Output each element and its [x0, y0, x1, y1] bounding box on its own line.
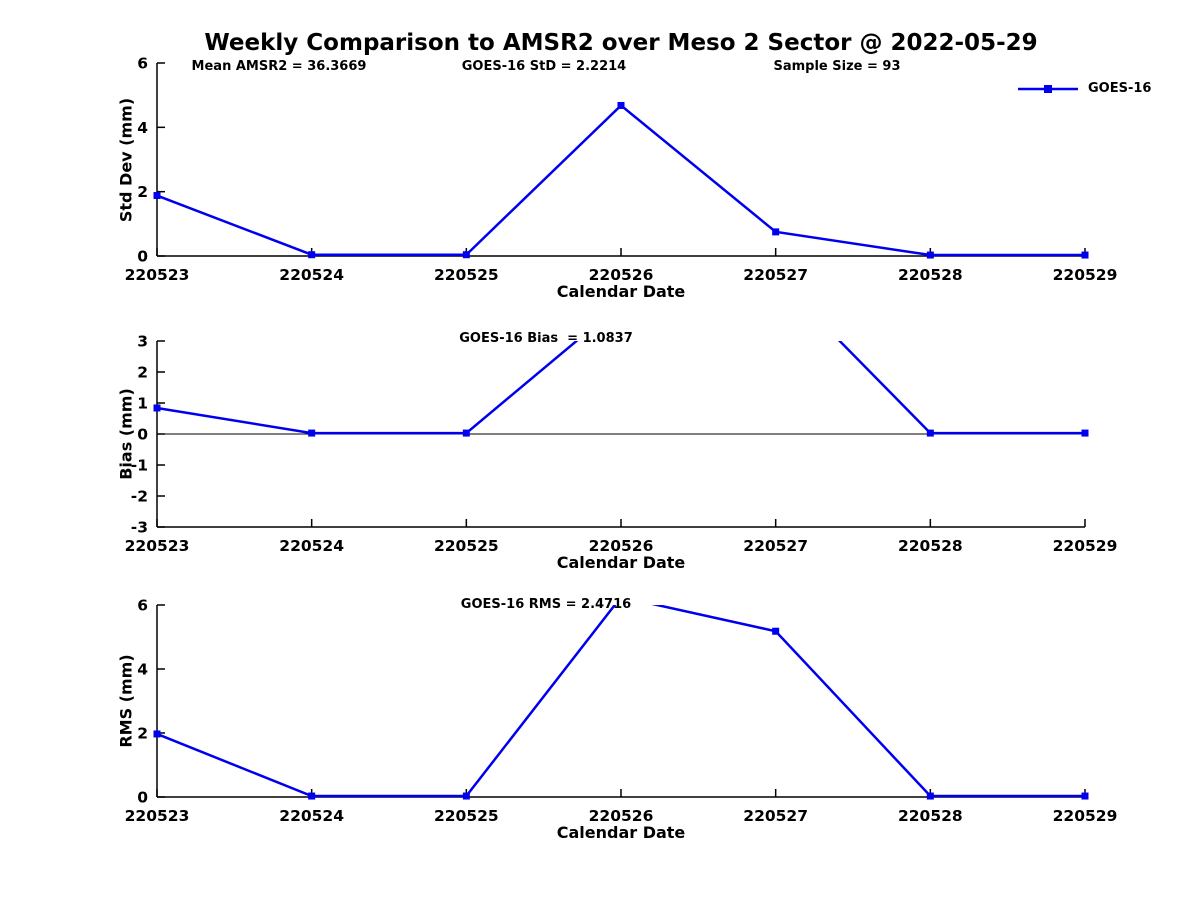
x-tick-label: 220528: [898, 807, 963, 825]
y-axis-label-rms: RMS (mm): [116, 654, 136, 748]
x-tick-label: 220527: [743, 537, 808, 555]
x-tick-label: 220524: [279, 266, 344, 284]
y-tick-label: 0: [137, 426, 148, 444]
data-point-marker: [462, 429, 470, 437]
x-tick-label: 220524: [279, 537, 344, 555]
data-point-marker: [153, 192, 161, 200]
x-tick-label: 220523: [125, 807, 190, 825]
series-goes-16: [153, 605, 1089, 800]
data-point-marker: [462, 792, 470, 800]
y-tick-label: 4: [137, 119, 148, 137]
data-point-marker: [308, 792, 316, 800]
chart-rms: 220523 220524 220525 220526 220527 220528 2205…: [125, 597, 1118, 826]
data-point-marker: [1081, 251, 1089, 259]
y-tick-label: 4: [137, 661, 148, 679]
annotation-mean-amsr2: Mean AMSR2 = 36.3669: [191, 59, 367, 74]
data-point-marker: [1081, 792, 1089, 800]
data-point-marker: [618, 300, 625, 307]
y-tick-label: 6: [137, 55, 148, 73]
series-line: [156, 103, 1085, 257]
page-title: Weekly Comparison to AMSR2 over Meso 2 S…: [204, 30, 1038, 56]
legend: GOES-16: [1016, 81, 1151, 96]
x-tick-label: 220525: [434, 266, 499, 284]
data-point-marker: [1081, 429, 1089, 437]
x-tick-label: 220528: [898, 266, 963, 284]
annotation-goes16-std: GOES-16 StD = 2.2214: [461, 59, 627, 74]
x-tick-label: 220523: [125, 537, 190, 555]
y-tick-label: 6: [137, 597, 148, 615]
data-point-marker: [308, 429, 316, 437]
chart-std-dev: 220523 220524 220525 220526 220527 220528 2205…: [125, 55, 1118, 285]
y-tick-label: 2: [137, 183, 148, 201]
x-axis-label-rms: Calendar Date: [556, 823, 686, 842]
x-axis-label-stddev: Calendar Date: [556, 282, 686, 301]
x-tick-label: 220529: [1053, 266, 1118, 284]
series-goes-16: [153, 101, 1089, 259]
y-tick-label: 2: [137, 725, 148, 743]
data-point-marker: [772, 627, 780, 635]
data-point-marker: [153, 730, 161, 738]
x-tick-label: 220525: [434, 807, 499, 825]
data-point-marker: [772, 228, 780, 236]
x-tick-label: 220526: [589, 537, 654, 555]
x-tick-label: 220527: [743, 266, 808, 284]
series-goes-16: [153, 300, 1089, 437]
x-tick-label: 220527: [743, 807, 808, 825]
y-tick-label: 0: [137, 248, 148, 266]
data-point-marker: [617, 101, 625, 109]
legend-line-marker-icon: [1018, 84, 1078, 93]
y-axis-label-bias: Bias (mm): [116, 388, 136, 480]
data-point-marker: [926, 429, 934, 437]
data-point-marker: [153, 404, 161, 412]
data-point-marker: [308, 251, 316, 259]
annotation-goes16-bias: GOES-16 Bias = 1.0837: [459, 331, 633, 346]
y-tick-label: -3: [131, 519, 148, 537]
x-tick-label: 220529: [1053, 807, 1118, 825]
x-axis-label-bias: Calendar Date: [556, 553, 686, 572]
y-tick-label: -1: [131, 457, 148, 475]
y-tick-label: 2: [137, 364, 148, 382]
legend-label: GOES-16: [1088, 81, 1152, 96]
annotation-sample-size: Sample Size = 93: [773, 59, 901, 74]
x-tick-label: 220526: [589, 807, 654, 825]
series-line: [156, 605, 1085, 798]
y-tick-label: -2: [131, 488, 148, 506]
annotation-goes16-rms: GOES-16 RMS = 2.4716: [460, 597, 632, 612]
y-tick-label: 0: [137, 789, 148, 807]
x-tick-label: 220529: [1053, 537, 1118, 555]
data-point-marker: [926, 792, 934, 800]
chart-bias: 220523 220524 220525 220526 220527 220528 2205…: [125, 300, 1118, 556]
x-tick-label: 220528: [898, 537, 963, 555]
x-tick-label: 220526: [589, 266, 654, 284]
x-tick-label: 220524: [279, 807, 344, 825]
x-tick-label: 220525: [434, 537, 499, 555]
y-tick-label: 3: [137, 333, 148, 351]
data-point-marker: [926, 251, 934, 259]
x-tick-label: 220523: [125, 266, 190, 284]
y-axis-label-stddev: Std Dev (mm): [116, 97, 136, 223]
data-point-marker: [462, 251, 470, 259]
y-tick-label: 1: [137, 395, 148, 413]
